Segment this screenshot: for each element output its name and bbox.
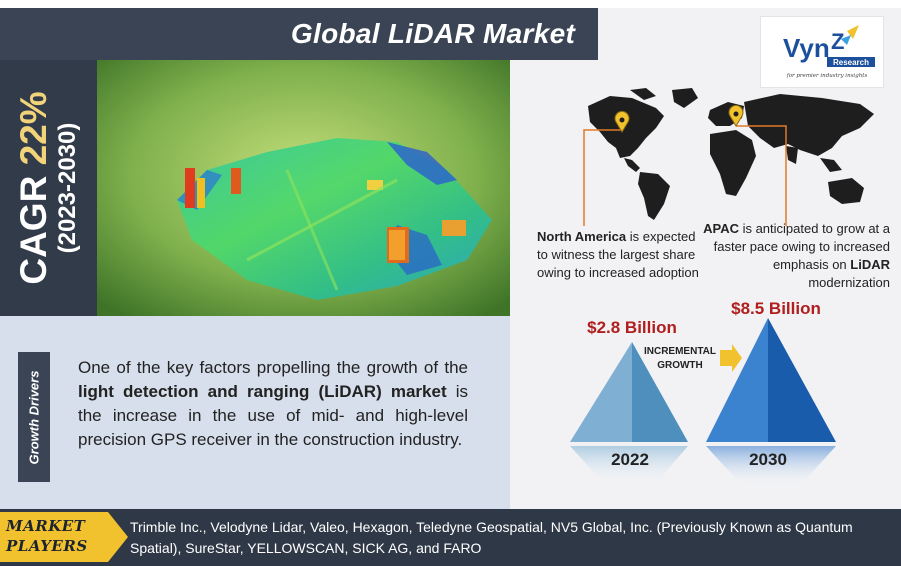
growth-drivers-label: Growth Drivers: [26, 370, 42, 464]
cagr-headline: CAGR 22%: [13, 91, 54, 285]
apac-name: APAC: [703, 221, 739, 236]
market-players-label: MARKET PLAYERS: [6, 516, 102, 556]
cagr-period: (2023-2030): [54, 122, 81, 254]
growth-drivers-tab: Growth Drivers: [18, 352, 50, 482]
north-america-text: is expected to witness the largest share…: [537, 229, 699, 280]
logo-name-part2: Z: [831, 29, 844, 54]
cagr-block: CAGR 22% (2023-2030): [13, 91, 82, 285]
north-america-name: North America: [537, 229, 627, 244]
value-2030: $8.5 Billion: [731, 299, 821, 318]
incremental-line2: GROWTH: [657, 360, 703, 371]
cagr-band: [0, 60, 97, 316]
market-players-list: Trimble Inc., Velodyne Lidar, Valeo, Hex…: [130, 519, 853, 556]
year-2030: 2030: [749, 450, 787, 469]
players-label-line2: PLAYERS: [6, 537, 88, 555]
pyramid-2030: [706, 318, 836, 490]
incremental-line1: INCREMENTAL: [643, 346, 717, 357]
top-strip: [0, 0, 901, 8]
growth-drivers-text: One of the key factors propelling the gr…: [78, 356, 468, 452]
north-america-note: North America is expected to witness the…: [537, 228, 702, 282]
logo-tagline: for premier industry insights: [786, 73, 868, 79]
logo-sub: Research: [833, 58, 869, 67]
growth-drivers-panel: [0, 316, 510, 509]
apac-text-before: is anticipated to grow at a faster pace …: [713, 221, 890, 272]
market-size-pyramids: [570, 318, 836, 490]
players-label-line1: MARKET: [6, 517, 86, 535]
logo-spark-icon: [847, 25, 859, 39]
market-players-tab: [0, 512, 128, 562]
vynz-logo-graphic: Vyn Z Research for premier industry insi…: [783, 25, 875, 79]
drivers-text-bold: light detection and ranging (LiDAR) mark…: [78, 382, 447, 401]
drivers-text-before: One of the key factors propelling the gr…: [78, 358, 468, 377]
market-players-footer: [0, 509, 901, 566]
apac-note: APAC is anticipated to grow at a faster …: [696, 220, 890, 292]
vynz-logo: Vyn Z Research for premier industry insi…: [760, 16, 884, 88]
apac-text-after: modernization: [808, 275, 890, 290]
apac-location-pin-icon: [728, 104, 744, 127]
world-map: [583, 88, 874, 226]
apac-bold-word: LiDAR: [850, 257, 890, 272]
year-2022: 2022: [611, 450, 649, 469]
incremental-arrow-icon: [720, 344, 742, 372]
logo-name-part1: Vyn: [783, 33, 830, 63]
cagr-value: 22%: [13, 91, 54, 166]
incremental-growth-label: INCREMENTAL GROWTH: [632, 345, 728, 373]
page-title: Global LiDAR Market: [290, 18, 576, 49]
drivers-text-after: is the increase in the use of mid- and h…: [78, 382, 469, 449]
pyramid-2022: [570, 342, 688, 490]
na-location-pin-icon: [614, 110, 630, 133]
value-2022: $2.8 Billion: [587, 318, 677, 337]
logo-spark-icon-2: [841, 35, 851, 45]
lidar-terrain-image: [97, 60, 510, 316]
title-tab: Global LiDAR Market: [268, 8, 598, 60]
cagr-label: CAGR: [13, 175, 54, 285]
